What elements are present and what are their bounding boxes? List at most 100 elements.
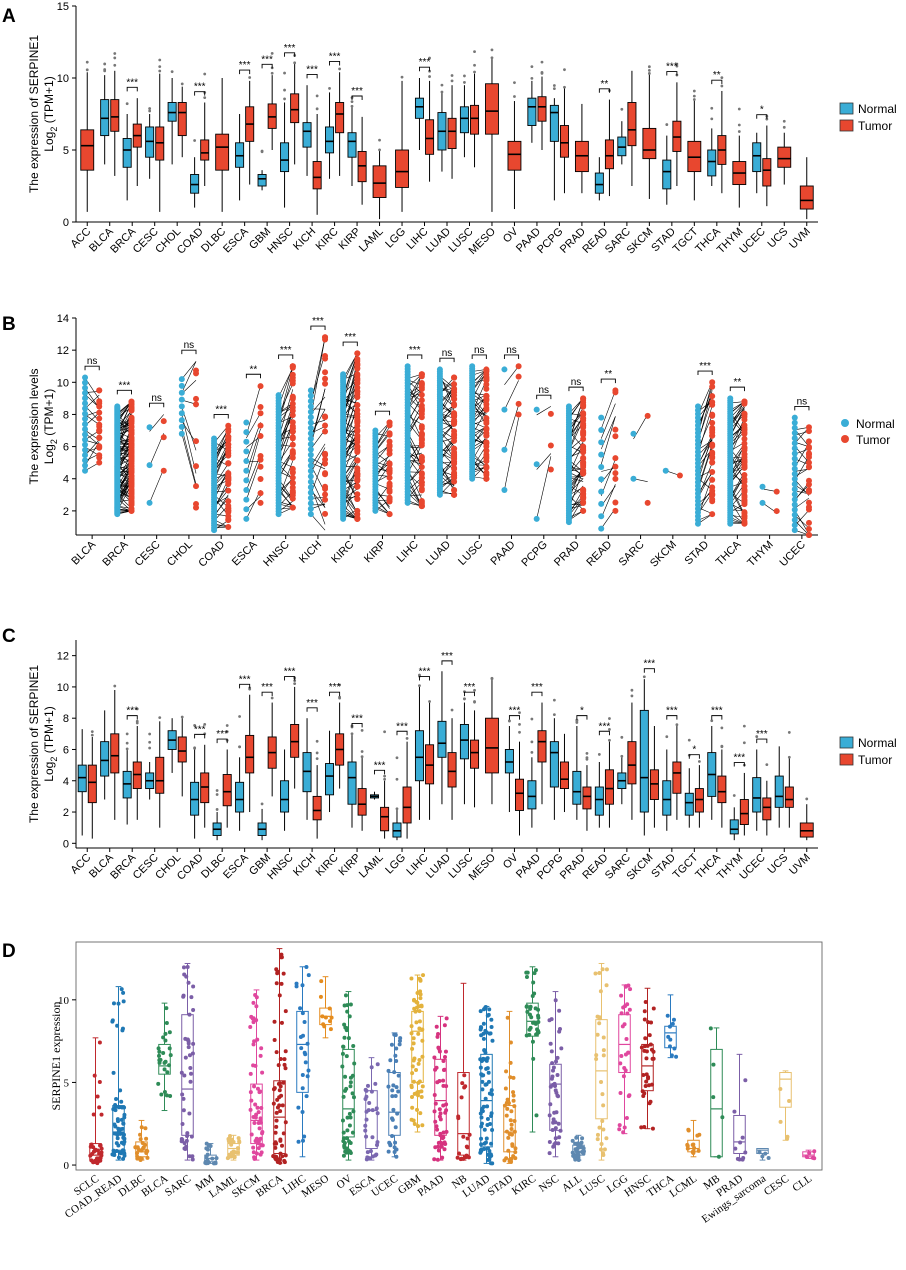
jitter-point: [437, 1049, 442, 1054]
point-tumor: [128, 499, 135, 506]
jitter-point: [534, 1113, 539, 1118]
outlier-point: [378, 138, 381, 142]
jitter-point: [138, 1137, 143, 1142]
jitter-point: [531, 980, 536, 985]
outlier-point: [283, 71, 286, 75]
point-normal: [82, 405, 89, 412]
point-tumor: [741, 483, 748, 490]
point-tumor: [289, 495, 296, 502]
point-normal: [82, 390, 89, 397]
point-tumor: [128, 507, 135, 514]
point-normal: [307, 419, 314, 426]
box-tumor: [762, 158, 772, 187]
outlier-point: [315, 94, 319, 98]
jitter-point: [304, 1094, 309, 1099]
jitter-point: [120, 1126, 125, 1131]
jitter-point: [344, 1136, 349, 1141]
jitter-point: [478, 1027, 483, 1032]
jitter-point: [301, 1138, 306, 1143]
panel-label-a: A: [2, 6, 16, 27]
outlier-point: [293, 61, 297, 65]
jitter-point: [143, 1142, 148, 1147]
point-tumor: [418, 432, 425, 439]
significance-bracket: [116, 389, 132, 395]
point-tumor: [580, 470, 587, 477]
jitter-point: [342, 1022, 347, 1027]
outlier-point: [530, 751, 534, 754]
jitter-point: [604, 983, 609, 988]
point-normal: [307, 484, 314, 491]
pair-line: [84, 394, 100, 409]
box-normal: [347, 761, 357, 805]
point-normal: [82, 379, 89, 386]
outlier-point: [158, 716, 162, 719]
jitter-point: [156, 1046, 161, 1051]
outlier-point: [608, 738, 611, 742]
jitter-point: [260, 1070, 265, 1075]
point-tumor: [805, 488, 812, 495]
jitter-point: [120, 1028, 125, 1033]
jitter-point: [271, 1087, 276, 1092]
jitter-point: [511, 1075, 516, 1080]
jitter-point: [552, 1142, 557, 1147]
point-tumor: [612, 433, 619, 440]
outlier-point: [642, 675, 646, 679]
outlier-point: [742, 724, 746, 728]
point-tumor: [709, 511, 716, 518]
pair-line: [246, 432, 261, 484]
jitter-point: [601, 1035, 606, 1040]
outlier-point: [113, 52, 117, 55]
outlier-point: [530, 76, 534, 80]
point-tumor: [354, 384, 361, 391]
jitter-point: [145, 1155, 150, 1160]
jitter-point: [180, 1092, 185, 1097]
outlier-point: [315, 751, 319, 755]
x-tick-label: CLL: [790, 1172, 814, 1194]
jitter-point: [549, 1049, 554, 1054]
jitter-point: [253, 1102, 258, 1107]
jitter-point: [188, 1079, 193, 1084]
point-normal: [598, 488, 605, 495]
jitter-point: [340, 1051, 345, 1056]
point-normal: [791, 440, 798, 447]
point-tumor: [386, 430, 393, 437]
significance-bracket: [239, 69, 251, 75]
significance-bracket: [576, 715, 588, 720]
jitter-point: [248, 1025, 253, 1030]
point-tumor: [741, 464, 748, 471]
jitter-point: [283, 1066, 288, 1071]
jitter-point: [133, 1145, 138, 1150]
point-tumor: [451, 374, 458, 381]
point-tumor: [354, 356, 361, 363]
point-tumor: [741, 472, 748, 479]
jitter-point: [350, 1091, 355, 1096]
jitter-point: [342, 1035, 347, 1040]
jitter-point: [504, 1113, 509, 1118]
jitter-point: [210, 1156, 215, 1161]
jitter-point: [283, 1049, 288, 1054]
jitter-point: [441, 1068, 446, 1073]
outlier-point: [692, 94, 696, 98]
significance-bracket: [756, 114, 768, 119]
outlier-point: [675, 723, 679, 727]
point-tumor: [96, 434, 103, 441]
point-tumor: [289, 394, 296, 401]
jitter-point: [531, 1020, 536, 1025]
jitter-point: [363, 1123, 368, 1128]
significance-bracket: [439, 357, 455, 363]
jitter-point: [391, 1107, 396, 1112]
point-tumor: [386, 488, 393, 495]
jitter-point: [599, 1079, 604, 1084]
point-normal: [791, 435, 798, 442]
point-tumor: [128, 407, 135, 414]
jitter-point: [508, 1040, 513, 1045]
box-tumor: [537, 730, 547, 763]
jitter-point: [139, 1125, 144, 1130]
point-tumor: [96, 443, 103, 450]
jitter-point: [478, 1009, 483, 1014]
jitter-point: [639, 1125, 644, 1130]
jitter-point: [741, 1156, 746, 1161]
y-label-tail: (TPM+1): [42, 706, 56, 756]
point-tumor: [418, 458, 425, 465]
jitter-point: [420, 1027, 425, 1032]
